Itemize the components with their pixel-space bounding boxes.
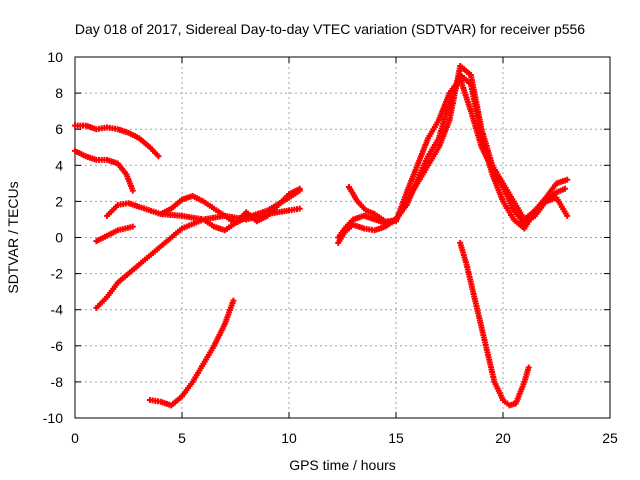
- series-track-11: [457, 239, 532, 409]
- x-axis-label: GPS time / hours: [289, 457, 396, 473]
- y-tick-label: 8: [55, 85, 63, 101]
- data-point: [129, 187, 136, 194]
- x-tick-label: 25: [602, 430, 618, 446]
- x-tick-label: 0: [71, 430, 79, 446]
- y-tick-label: 0: [55, 230, 63, 246]
- data-point: [155, 153, 162, 160]
- y-axis-label: SDTVAR / TECUs: [5, 181, 21, 293]
- data-point: [296, 205, 303, 212]
- data-point: [562, 185, 569, 192]
- data-point: [230, 297, 237, 304]
- grid-lines: [75, 57, 610, 418]
- data-point: [296, 187, 303, 194]
- x-tick-label: 10: [281, 430, 297, 446]
- series-track-10: [345, 75, 571, 227]
- y-tick-label: -2: [51, 266, 64, 282]
- x-tick-label: 20: [495, 430, 511, 446]
- series-track-7: [146, 297, 237, 409]
- y-tick-label: 10: [47, 49, 63, 65]
- chart-title: Day 018 of 2017, Sidereal Day-to-day VTE…: [75, 21, 585, 37]
- y-tick-label: 6: [55, 121, 63, 137]
- data-markers: [72, 63, 571, 409]
- data-point: [564, 176, 571, 183]
- series-track-1: [72, 122, 162, 160]
- x-tick-label: 15: [388, 430, 404, 446]
- y-tick-label: -10: [43, 410, 63, 426]
- data-point: [525, 364, 532, 371]
- y-tick-label: -6: [51, 338, 64, 354]
- series-track-6: [157, 187, 303, 227]
- data-point: [564, 212, 571, 219]
- series-track-4: [93, 223, 136, 245]
- data-point: [129, 223, 136, 230]
- y-tick-label: 2: [55, 193, 63, 209]
- series-track-2: [72, 147, 136, 194]
- x-tick-label: 5: [178, 430, 186, 446]
- y-tick-label: -4: [51, 302, 64, 318]
- y-tick-label: -8: [51, 374, 64, 390]
- axis-ticks: 0 5 10 15 20 25 -10 -8 -6 -4 -2 0 2 4 6 8 10: [43, 49, 618, 446]
- y-tick-label: 4: [55, 157, 63, 173]
